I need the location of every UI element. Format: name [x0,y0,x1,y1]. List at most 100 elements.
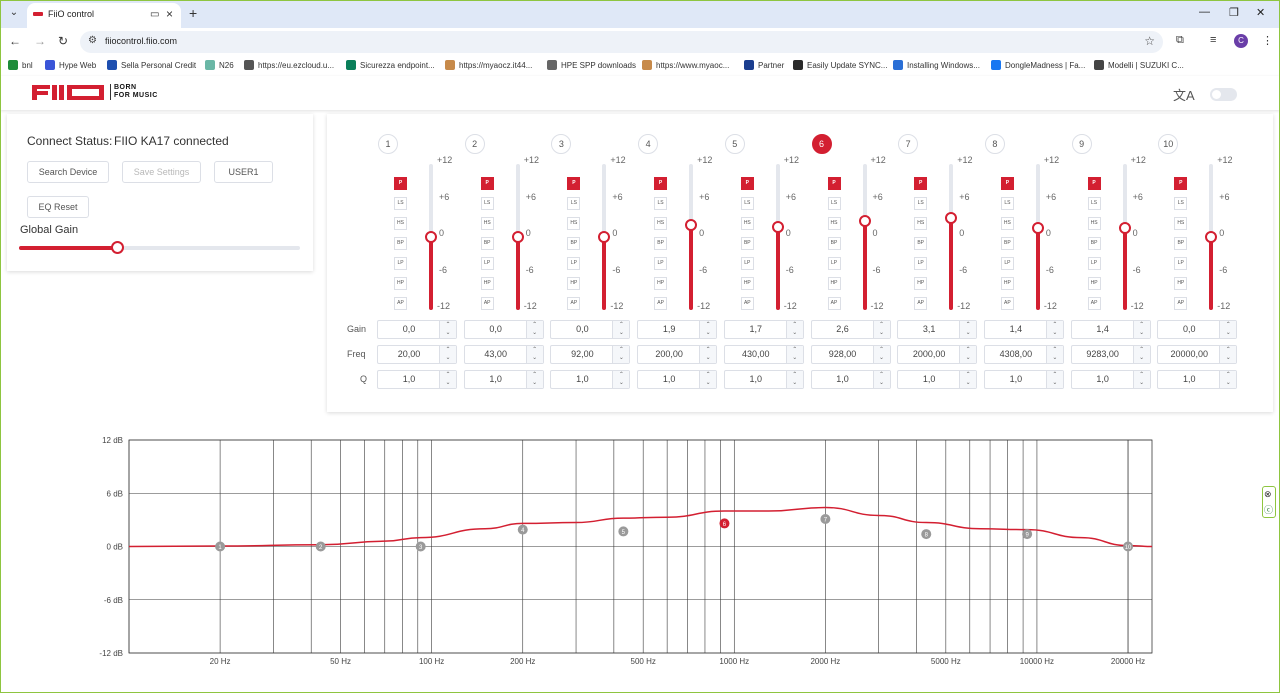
filter-type-p-button[interactable]: P [740,177,754,190]
decrement-icon[interactable]: ⌄ [1052,330,1058,336]
decrement-icon[interactable]: ⌄ [1225,380,1231,386]
filter-type-bp-button[interactable]: BP [567,237,581,250]
band-gain-slider[interactable] [858,164,871,310]
decrement-icon[interactable]: ⌄ [445,380,451,386]
decrement-icon[interactable]: ⌄ [445,355,451,361]
decrement-icon[interactable]: ⌄ [532,380,538,386]
browser-tab[interactable]: FiiO control ▭ × [27,3,181,28]
increment-icon[interactable]: ⌃ [705,322,711,328]
filter-type-p-button[interactable]: P [394,177,407,190]
decrement-icon[interactable]: ⌄ [532,330,538,336]
filter-type-hs-button[interactable]: HS [1174,217,1188,230]
decrement-icon[interactable]: ⌄ [878,355,885,361]
band-gain-slider[interactable] [1205,164,1218,310]
band-point-5[interactable]: 5 [618,526,629,537]
band-gain-handle[interactable] [1031,222,1044,235]
decrement-icon[interactable]: ⌄ [792,330,798,336]
filter-type-ls-button[interactable]: LS [654,197,668,210]
increment-icon[interactable]: ⌃ [1139,322,1145,328]
band-point-3[interactable]: 3 [415,541,426,552]
decrement-icon[interactable]: ⌄ [965,330,971,336]
decrement-icon[interactable]: ⌄ [705,330,711,336]
gain-input[interactable]: 0,0 ⌃ ⌄ [550,320,631,339]
increment-icon[interactable]: ⌃ [618,372,624,378]
gain-input[interactable]: 1,4 ⌃ ⌄ [1070,320,1151,339]
bookmark-item[interactable]: N26 [205,60,234,70]
decrement-icon[interactable]: ⌄ [1139,380,1145,386]
reading-list-icon[interactable]: ≡ [1210,34,1217,46]
band-number-3[interactable]: 3 [551,134,572,154]
filter-type-hs-button[interactable]: HS [567,217,581,230]
close-icon[interactable]: ⊗ [1264,489,1272,499]
filter-type-hs-button[interactable]: HS [394,217,407,230]
bookmark-item[interactable]: https://eu.ezcloud.u... [244,60,334,70]
band-gain-handle[interactable] [771,220,784,233]
freq-input[interactable]: 4308,00 ⌃ ⌄ [983,345,1064,364]
filter-type-bp-button[interactable]: BP [394,237,407,250]
q-input[interactable]: 1,0 ⌃ ⌄ [983,370,1064,389]
decrement-icon[interactable]: ⌄ [965,355,971,361]
eq-reset-button[interactable]: EQ Reset [27,196,89,218]
decrement-icon[interactable]: ⌄ [1052,355,1058,361]
translate-icon[interactable]: 文A [1173,88,1195,103]
filter-type-ls-button[interactable]: LS [1000,197,1014,210]
decrement-icon[interactable]: ⌄ [1225,330,1231,336]
q-stepper[interactable]: ⌃ ⌄ [959,371,977,388]
freq-stepper[interactable]: ⌃ ⌄ [1219,346,1237,363]
band-gain-handle[interactable] [685,219,698,232]
filter-type-ap-button[interactable]: AP [567,297,581,310]
freq-stepper[interactable]: ⌃ ⌄ [959,346,977,363]
freq-input[interactable]: 928,00 ⌃ ⌄ [810,345,891,364]
increment-icon[interactable]: ⌃ [1139,347,1145,353]
extensions-icon[interactable]: ⧉ [1176,34,1184,46]
q-input[interactable]: 1,0 ⌃ ⌄ [550,370,631,389]
extension-icon[interactable]: ⓒ [1264,505,1274,515]
increment-icon[interactable]: ⌃ [1225,347,1231,353]
increment-icon[interactable]: ⌃ [445,347,451,353]
band-number-8[interactable]: 8 [984,134,1005,154]
q-input[interactable]: 1,0 ⌃ ⌄ [637,370,718,389]
theme-toggle[interactable] [1210,88,1237,101]
new-tab-icon[interactable]: + [189,5,198,21]
decrement-icon[interactable]: ⌄ [878,330,885,336]
q-input[interactable]: 1,0 ⌃ ⌄ [810,370,891,389]
q-input[interactable]: 1,0 ⌃ ⌄ [723,370,804,389]
filter-type-ap-button[interactable]: AP [1087,297,1101,310]
freq-stepper[interactable]: ⌃ ⌄ [1132,346,1150,363]
bookmark-item[interactable]: Modelli | SUZUKI C... [1094,60,1184,70]
increment-icon[interactable]: ⌃ [1052,372,1058,378]
filter-type-ap-button[interactable]: AP [654,297,668,310]
band-gain-slider[interactable] [1031,164,1044,310]
band-number-6[interactable]: 6 [811,134,832,154]
bookmark-item[interactable]: https://myaocz.it44... [445,60,532,70]
bookmark-item[interactable]: https://www.myaoc... [642,60,729,70]
filter-type-p-button[interactable]: P [1174,177,1188,190]
filter-type-hs-button[interactable]: HS [914,217,928,230]
increment-icon[interactable]: ⌃ [792,372,798,378]
increment-icon[interactable]: ⌃ [792,322,798,328]
filter-type-bp-button[interactable]: BP [740,237,754,250]
band-gain-slider[interactable] [1118,164,1131,310]
decrement-icon[interactable]: ⌄ [1052,380,1058,386]
filter-type-ap-button[interactable]: AP [827,297,841,310]
filter-type-bp-button[interactable]: BP [480,237,494,250]
decrement-icon[interactable]: ⌄ [618,380,624,386]
filter-type-hp-button[interactable]: HP [1174,277,1188,290]
freq-input[interactable]: 9283,00 ⌃ ⌄ [1070,345,1151,364]
filter-type-bp-button[interactable]: BP [914,237,928,250]
q-input[interactable]: 1,0 ⌃ ⌄ [897,370,978,389]
q-input[interactable]: 1,0 ⌃ ⌄ [1070,370,1151,389]
band-point-2[interactable]: 2 [315,541,326,552]
freq-stepper[interactable]: ⌃ ⌄ [612,346,630,363]
increment-icon[interactable]: ⌃ [618,322,624,328]
band-point-7[interactable]: 7 [820,513,831,524]
gain-input[interactable]: 2,6 ⌃ ⌄ [810,320,891,339]
increment-icon[interactable]: ⌃ [1139,372,1145,378]
filter-type-lp-button[interactable]: LP [394,257,407,270]
preset-user1-button[interactable]: USER1 [214,161,273,183]
band-number-9[interactable]: 9 [1071,134,1092,154]
gain-stepper[interactable]: ⌃ ⌄ [872,321,890,338]
close-tab-icon[interactable]: × [166,7,174,21]
filter-type-ls-button[interactable]: LS [394,197,407,210]
freq-input[interactable]: 20000,00 ⌃ ⌄ [1157,345,1238,364]
